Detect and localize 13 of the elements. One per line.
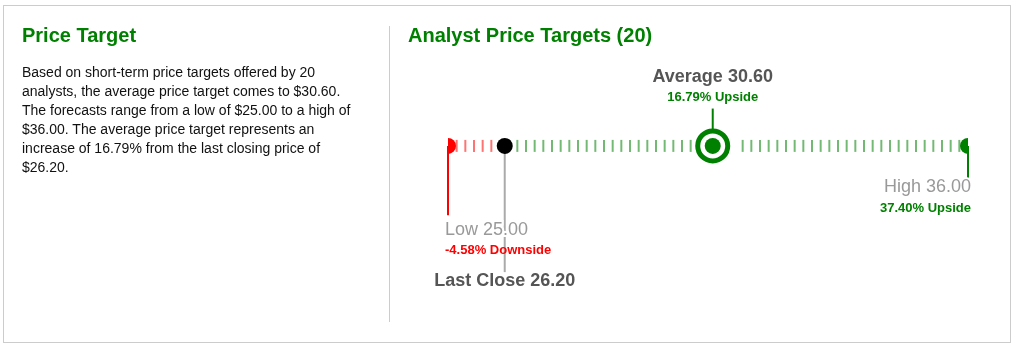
category-label: Last Close [434, 270, 526, 291]
text: Price Target [22, 24, 138, 47]
text: Analyst Price Targets (20) [408, 24, 654, 47]
text: 37.40% Upside [879, 199, 971, 215]
data-label: 36.00 [925, 176, 971, 197]
text: Based on short-term price targets offered by 20 analysts, the average price target comes to $30.60. The forecasts range from a low of $25.00 to a high of $36.00. The average price target represents an increase of 16.79% from the last closing price of $26.20. [22, 63, 352, 177]
text: -4.58% Downside [445, 242, 552, 258]
text: 16.79% Upside [667, 89, 759, 105]
data-label: 26.20 [530, 270, 576, 291]
data-label: 30.60 [727, 65, 773, 86]
category-label: High [883, 176, 921, 197]
category-label: Low [445, 218, 480, 239]
category-label: Average [652, 65, 723, 86]
